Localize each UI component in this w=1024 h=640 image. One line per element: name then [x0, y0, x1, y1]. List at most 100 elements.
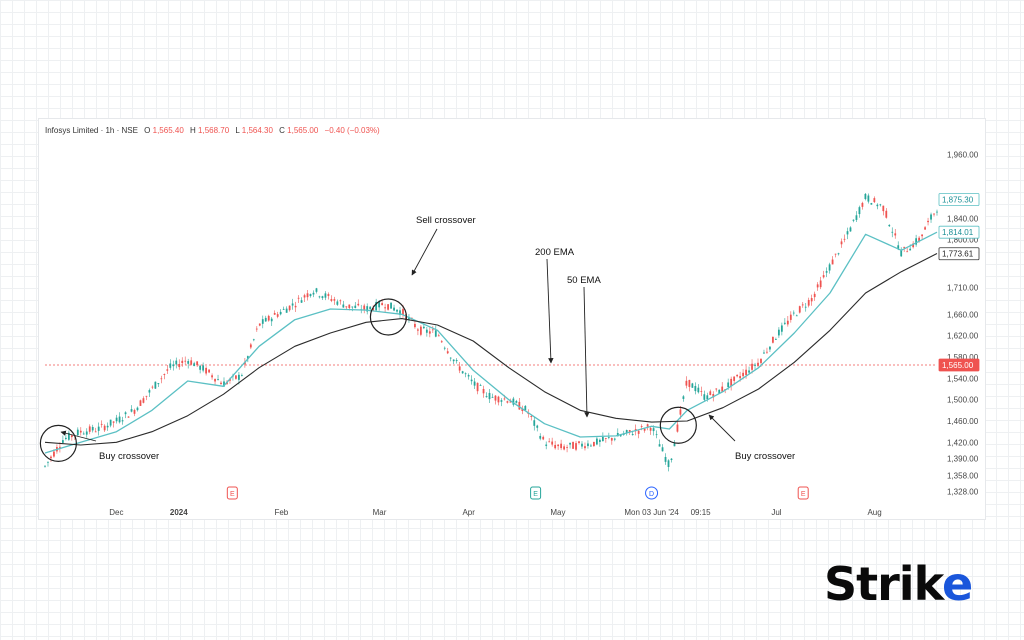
- candle-body: [118, 416, 121, 423]
- candle-body: [590, 445, 592, 447]
- candle-body: [464, 373, 467, 375]
- candle-body: [834, 253, 837, 255]
- candle-body: [769, 346, 771, 350]
- candle-body: [461, 371, 464, 374]
- candle-body: [148, 390, 151, 393]
- candle-body: [121, 420, 124, 422]
- candle-body: [342, 304, 345, 308]
- candle-body: [479, 385, 482, 386]
- candle-body: [491, 396, 494, 398]
- candle-body: [643, 428, 646, 431]
- candle-body: [927, 220, 929, 223]
- x-tick-label: Feb: [274, 508, 288, 517]
- candle-body: [264, 317, 267, 322]
- candle-body: [399, 310, 401, 315]
- candle-body: [291, 303, 294, 306]
- close-label: C: [279, 126, 285, 135]
- candle-body: [757, 362, 759, 366]
- candle-body: [933, 213, 935, 215]
- candle-body: [124, 412, 127, 415]
- price-badge: [938, 247, 980, 261]
- candle-body: [539, 435, 542, 439]
- candle-body: [422, 326, 425, 329]
- candle-body: [673, 443, 676, 447]
- candle-body: [339, 300, 342, 302]
- candle-body: [604, 438, 607, 440]
- candle-body: [685, 380, 688, 386]
- candle-body: [670, 458, 673, 461]
- candle-body: [837, 253, 840, 255]
- candle-body: [849, 227, 852, 232]
- candle-body: [324, 293, 327, 298]
- candle-body: [855, 215, 858, 220]
- candle-body: [330, 299, 333, 301]
- candle-body: [151, 386, 154, 388]
- candle-body: [473, 381, 476, 386]
- candle-body: [783, 322, 786, 324]
- candle-body: [282, 308, 285, 310]
- candle-body: [742, 372, 744, 377]
- candle-body: [205, 367, 207, 374]
- y-tick-label: 1,960.00: [947, 150, 979, 159]
- candle-body: [172, 364, 175, 367]
- candle-body: [366, 306, 369, 312]
- candle-body: [61, 440, 64, 443]
- earnings-marker: [797, 486, 809, 500]
- y-tick-label: 1,800.00: [947, 236, 979, 245]
- candle-body: [616, 432, 619, 437]
- candle-body: [258, 323, 261, 326]
- candle-body: [390, 302, 392, 309]
- y-tick-label: 1,580.00: [947, 353, 979, 362]
- candle-body: [763, 352, 765, 354]
- candle-body: [53, 451, 55, 457]
- candle-body: [67, 432, 70, 440]
- svg-text:Infosys Limited · 1h · NSE: Infosys Limited · 1h · NSE O 1,565.40 H …: [45, 126, 380, 135]
- x-tick-label: 2024: [170, 508, 188, 517]
- candle-body: [211, 375, 213, 378]
- candle-body: [425, 329, 428, 333]
- candle-body: [130, 409, 133, 412]
- brand-text-e: e: [941, 557, 973, 611]
- candle-body: [885, 210, 888, 218]
- candle-body: [354, 305, 357, 308]
- candle-body: [494, 395, 497, 401]
- candle-body: [816, 284, 819, 288]
- candle-body: [819, 280, 822, 288]
- candle-body: [76, 429, 79, 436]
- candle-body: [822, 275, 825, 278]
- candle-body: [688, 379, 691, 387]
- candle-body: [279, 311, 282, 315]
- candle-body: [727, 382, 730, 388]
- candle-body: [455, 360, 458, 362]
- candle-body: [312, 292, 315, 295]
- candle-body: [858, 207, 861, 215]
- x-tick-label: May: [550, 508, 565, 517]
- y-tick-label: 1,420.00: [947, 438, 979, 447]
- candle-body: [810, 298, 813, 302]
- y-tick-label: 1,660.00: [947, 310, 979, 319]
- candle-body: [545, 444, 548, 446]
- price-badge-label: 1,565.00: [942, 361, 974, 370]
- candle-body: [336, 301, 339, 305]
- candle-body: [145, 395, 148, 397]
- price-chart: Infosys Limited · 1h · NSE O 1,565.40 H …: [39, 126, 980, 517]
- candle-body: [888, 224, 891, 227]
- candle-body: [303, 295, 306, 298]
- chart-header: Infosys Limited · 1h · NSE O 1,565.40 H …: [45, 126, 380, 135]
- candle-body: [235, 375, 237, 379]
- candle-body: [876, 204, 879, 207]
- brand-text-k: k: [913, 557, 943, 611]
- candle-body: [891, 231, 894, 233]
- candle-body: [631, 434, 634, 436]
- dividend-marker: [645, 486, 659, 500]
- candle-body: [488, 392, 491, 400]
- candle-body: [470, 379, 473, 382]
- candle-body: [485, 396, 488, 398]
- candle-body: [572, 442, 574, 449]
- y-tick-label: 1,358.00: [947, 471, 979, 480]
- candle-body: [924, 227, 926, 230]
- candle-body: [199, 365, 202, 370]
- candle-body: [482, 388, 485, 394]
- candle-body: [351, 306, 354, 308]
- candle-body: [828, 264, 831, 271]
